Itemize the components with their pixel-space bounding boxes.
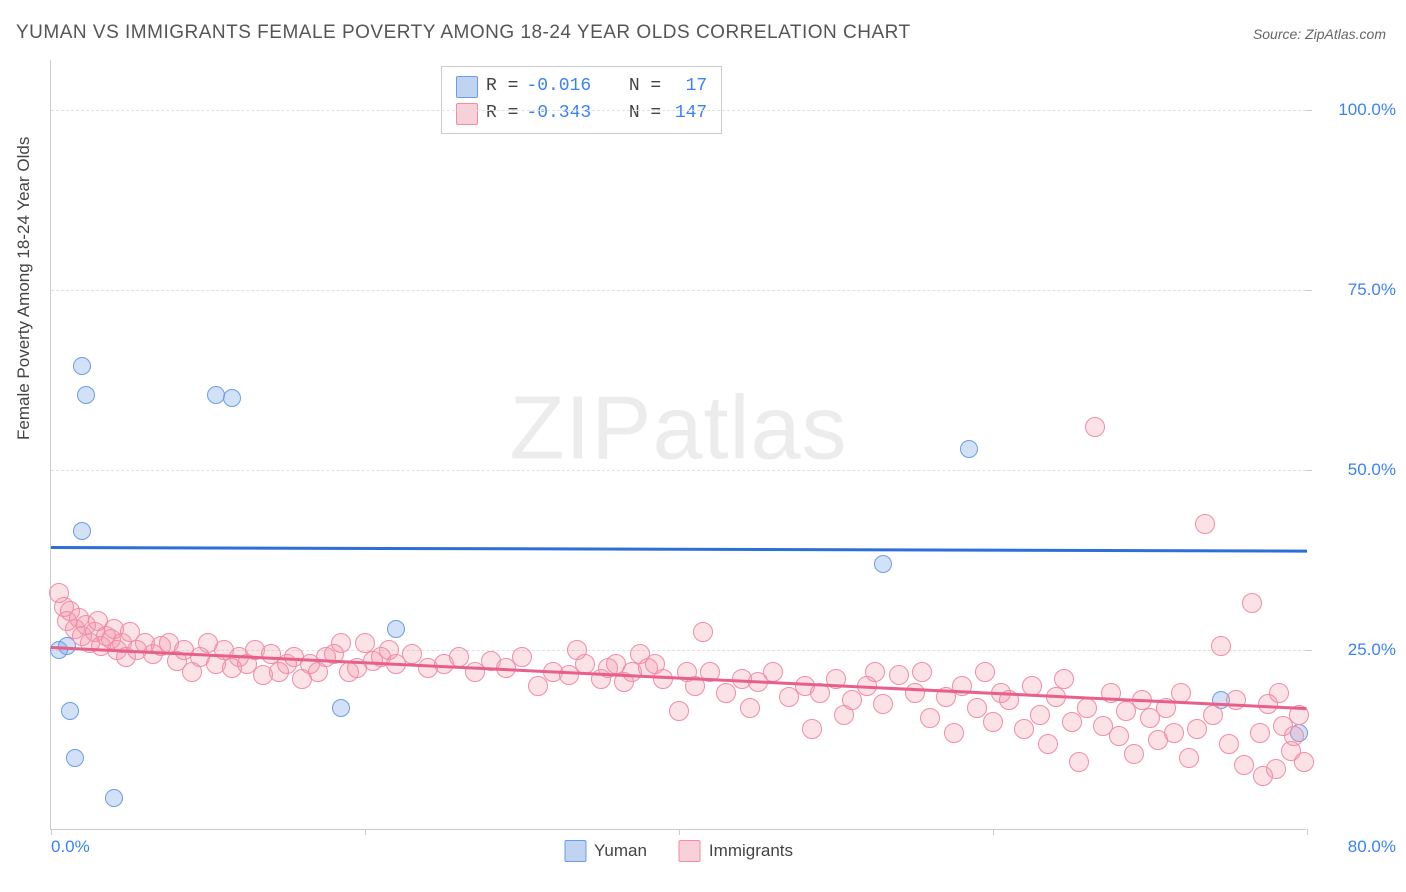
scatter-point-immigrants	[1109, 726, 1129, 746]
scatter-point-yuman	[77, 386, 95, 404]
gridline-h	[51, 290, 1306, 291]
scatter-point-immigrants	[802, 719, 822, 739]
scatter-point-immigrants	[693, 622, 713, 642]
plot-area: ZIPatlas R = -0.016 N = 17 R = -0.343 N …	[50, 60, 1306, 830]
scatter-point-immigrants	[763, 662, 783, 682]
scatter-point-immigrants	[1242, 593, 1262, 613]
scatter-point-immigrants	[1226, 690, 1246, 710]
scatter-point-immigrants	[449, 647, 469, 667]
scatter-point-immigrants	[1253, 766, 1273, 786]
scatter-point-immigrants	[1203, 705, 1223, 725]
scatter-point-immigrants	[716, 683, 736, 703]
legend-swatch-pink	[679, 840, 701, 862]
ytick-label: 50.0%	[1316, 460, 1396, 480]
stats-legend: R = -0.016 N = 17 R = -0.343 N = 147	[441, 66, 722, 134]
gridline-h	[51, 470, 1306, 471]
gridline-h	[51, 110, 1306, 111]
scatter-point-immigrants	[653, 669, 673, 689]
scatter-point-yuman	[332, 699, 350, 717]
bottom-legend: Yuman Immigrants	[564, 840, 793, 862]
ytick-label: 75.0%	[1316, 280, 1396, 300]
scatter-point-immigrants	[905, 683, 925, 703]
xtick-label: 80.0%	[1316, 837, 1396, 857]
scatter-point-immigrants	[528, 676, 548, 696]
n-label: N =	[629, 73, 661, 100]
scatter-point-immigrants	[1195, 514, 1215, 534]
scatter-point-yuman	[73, 357, 91, 375]
legend-item-immigrants: Immigrants	[679, 840, 793, 862]
n-value-immigrants: 147	[669, 100, 707, 127]
n-label: N =	[629, 100, 661, 127]
legend-label-immigrants: Immigrants	[709, 841, 793, 861]
scatter-point-immigrants	[1077, 698, 1097, 718]
scatter-point-immigrants	[1038, 734, 1058, 754]
scatter-point-yuman	[387, 620, 405, 638]
scatter-point-immigrants	[975, 662, 995, 682]
legend-row-immigrants: R = -0.343 N = 147	[456, 100, 707, 127]
scatter-point-yuman	[105, 789, 123, 807]
scatter-point-immigrants	[1250, 723, 1270, 743]
scatter-point-immigrants	[1164, 723, 1184, 743]
r-label: R =	[486, 73, 518, 100]
scatter-point-immigrants	[873, 694, 893, 714]
scatter-point-immigrants	[512, 647, 532, 667]
legend-label-yuman: Yuman	[594, 841, 647, 861]
scatter-point-immigrants	[331, 633, 351, 653]
scatter-point-immigrants	[1187, 719, 1207, 739]
n-value-yuman: 17	[669, 73, 707, 100]
r-label: R =	[486, 100, 518, 127]
scatter-point-immigrants	[740, 698, 760, 718]
scatter-point-immigrants	[1062, 712, 1082, 732]
scatter-point-immigrants	[983, 712, 1003, 732]
scatter-point-immigrants	[1054, 669, 1074, 689]
r-value-yuman: -0.016	[526, 73, 591, 100]
legend-row-yuman: R = -0.016 N = 17	[456, 73, 707, 100]
legend-item-yuman: Yuman	[564, 840, 647, 862]
scatter-point-yuman	[874, 555, 892, 573]
scatter-point-immigrants	[402, 644, 422, 664]
scatter-point-immigrants	[1234, 755, 1254, 775]
ytick-label: 25.0%	[1316, 640, 1396, 660]
scatter-point-immigrants	[1124, 744, 1144, 764]
scatter-point-immigrants	[1179, 748, 1199, 768]
scatter-point-immigrants	[967, 698, 987, 718]
scatter-point-immigrants	[1030, 705, 1050, 725]
scatter-point-immigrants	[1211, 636, 1231, 656]
scatter-point-immigrants	[842, 690, 862, 710]
r-value-immigrants: -0.343	[526, 100, 591, 127]
chart-title: YUMAN VS IMMIGRANTS FEMALE POVERTY AMONG…	[16, 22, 911, 44]
scatter-point-yuman	[73, 522, 91, 540]
watermark: ZIPatlas	[509, 378, 847, 481]
scatter-point-immigrants	[920, 708, 940, 728]
scatter-point-immigrants	[912, 662, 932, 682]
scatter-point-immigrants	[889, 665, 909, 685]
scatter-point-immigrants	[1014, 719, 1034, 739]
scatter-point-immigrants	[1085, 417, 1105, 437]
scatter-point-yuman	[223, 389, 241, 407]
scatter-point-yuman	[960, 440, 978, 458]
legend-swatch-pink	[456, 103, 478, 125]
source-label: Source: ZipAtlas.com	[1253, 26, 1386, 42]
scatter-point-yuman	[66, 749, 84, 767]
scatter-point-yuman	[61, 702, 79, 720]
trendline-yuman	[51, 546, 1307, 552]
xtick-label: 0.0%	[51, 837, 90, 857]
scatter-point-immigrants	[944, 723, 964, 743]
scatter-point-immigrants	[669, 701, 689, 721]
scatter-point-immigrants	[1069, 752, 1089, 772]
scatter-point-immigrants	[1269, 683, 1289, 703]
scatter-point-immigrants	[865, 662, 885, 682]
ytick-label: 100.0%	[1316, 100, 1396, 120]
legend-swatch-blue	[564, 840, 586, 862]
legend-swatch-blue	[456, 76, 478, 98]
scatter-point-immigrants	[1284, 726, 1304, 746]
scatter-point-immigrants	[1219, 734, 1239, 754]
scatter-point-immigrants	[1294, 752, 1314, 772]
y-axis-label: Female Poverty Among 18-24 Year Olds	[14, 137, 34, 440]
